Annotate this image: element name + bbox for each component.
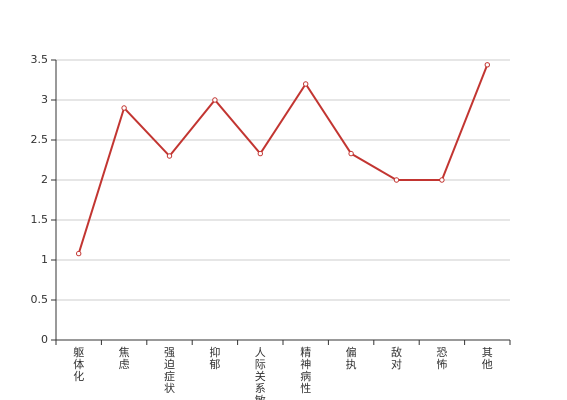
- x-tick-label: 精神病性: [300, 346, 312, 395]
- x-tick-label: 焦虑: [118, 346, 130, 371]
- y-tick-label: 0.5: [31, 293, 49, 306]
- x-tick-label: 躯体化: [73, 346, 85, 383]
- x-tick-label: 敌对: [391, 346, 402, 371]
- point: [393, 177, 400, 183]
- y-tick-label: 0: [41, 333, 48, 346]
- y-tick-label: 2: [41, 173, 48, 186]
- x-tick-label: 抑郁: [209, 346, 221, 371]
- x-tick-label: 其他: [481, 346, 493, 371]
- y-tick-label: 1.5: [31, 213, 49, 226]
- point: [212, 97, 218, 103]
- point: [303, 81, 309, 87]
- point: [439, 177, 445, 183]
- x-tick-label: 恐怖: [436, 346, 448, 371]
- line: [77, 64, 489, 254]
- x-tick-label: 强迫症状: [164, 346, 175, 395]
- point: [257, 150, 263, 157]
- point: [484, 62, 490, 68]
- point: [166, 153, 173, 159]
- y-tick-label: 3: [41, 93, 48, 106]
- point: [121, 105, 127, 111]
- point: [348, 150, 354, 157]
- y-tick-label: 2.5: [31, 133, 49, 146]
- x-tick-label: 偏执: [345, 346, 357, 371]
- point: [76, 250, 82, 257]
- y-tick-label: 3.5: [31, 53, 49, 66]
- x-tick-label: 人际关系敏感: [254, 346, 266, 400]
- y-tick-label: 1: [41, 253, 48, 266]
